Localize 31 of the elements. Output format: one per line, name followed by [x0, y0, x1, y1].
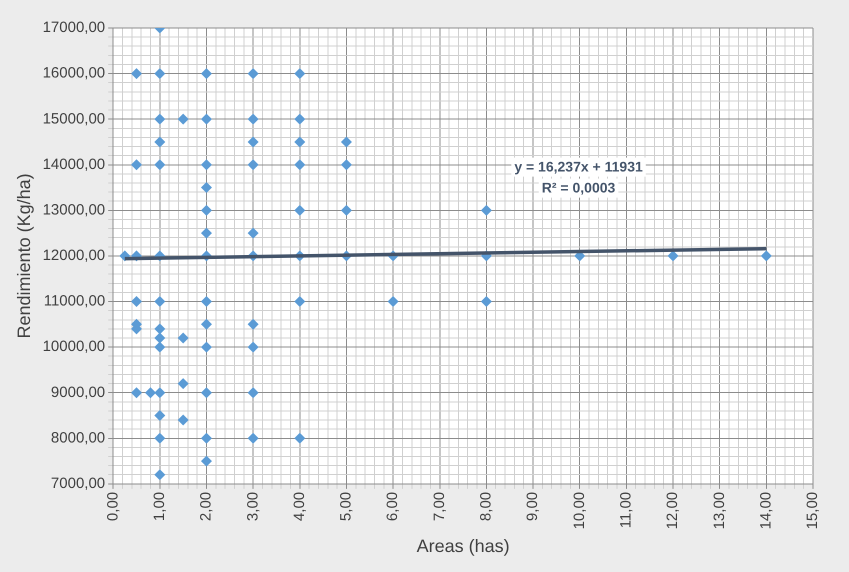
y-tick-label: 14000,00	[42, 156, 106, 173]
x-tick-label: 14,00	[757, 492, 774, 530]
y-tick-label: 7000,00	[50, 475, 106, 492]
x-tick-label: 15,00	[804, 492, 822, 530]
x-tick-label: 3,00	[244, 492, 262, 522]
y-tick-label: 17000,00	[42, 19, 106, 36]
x-tick-label: 5,00	[338, 492, 355, 522]
annotation: R² = 0,0003	[542, 180, 616, 196]
y-axis-title: Rendimiento (Kg/ha)	[14, 173, 34, 338]
x-tick-label: 12,00	[664, 492, 682, 530]
y-tick-label: 12000,00	[42, 247, 106, 264]
y-tick-label: 16000,00	[42, 64, 106, 82]
x-tick-label: 13,00	[710, 492, 728, 530]
x-tick-label: 7,00	[430, 492, 448, 522]
y-tick-label: 8000,00	[50, 429, 106, 446]
x-tick-label: 11,00	[618, 492, 635, 528]
y-tick-label: 15000,00	[42, 110, 106, 128]
y-tick-label: 13000,00	[42, 201, 106, 218]
y-tick-label: 9000,00	[50, 384, 106, 401]
y-tick-label: 10000,00	[42, 338, 106, 356]
annotation: y = 16,237x + 11931	[514, 158, 643, 175]
x-tick-label: 10,00	[570, 492, 588, 530]
y-tick-label: 11000,00	[44, 292, 106, 310]
x-tick-label: 4,00	[290, 492, 308, 522]
x-tick-label: 8,00	[478, 492, 495, 522]
x-axis-title: Areas (has)	[416, 536, 510, 556]
x-tick-label: 0,00	[104, 492, 122, 522]
x-tick-label: 1,00	[150, 492, 168, 522]
x-tick-label: 2,00	[198, 492, 215, 522]
x-tick-label: 9,00	[524, 492, 542, 522]
x-tick-label: 6,00	[384, 492, 402, 522]
